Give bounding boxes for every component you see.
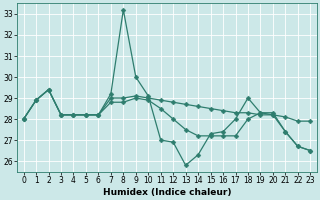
X-axis label: Humidex (Indice chaleur): Humidex (Indice chaleur) — [103, 188, 231, 197]
